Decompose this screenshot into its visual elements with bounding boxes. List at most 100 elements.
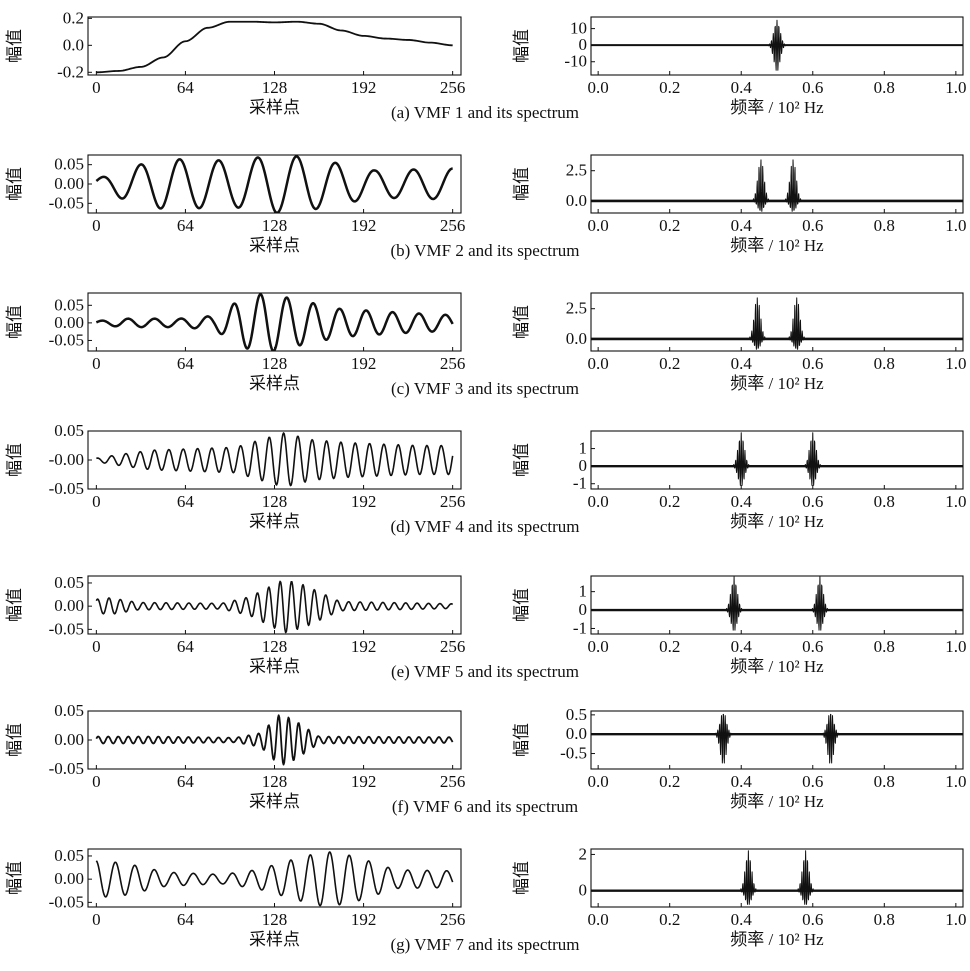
spectrum-series-line [597, 297, 957, 350]
time-panel-3: 0 64 128 192 256 0.05 -0.00 -0.05 采样点 幅值 [5, 421, 465, 531]
y-tick-label: 1 [579, 439, 588, 458]
axes-frame [590, 710, 964, 770]
x-tick-label: 0.2 [659, 492, 680, 511]
x-axis-label: 采样点 [249, 512, 300, 531]
x-axis-label: 频率 / 10² Hz [730, 512, 824, 531]
x-tick-label: 0.2 [659, 216, 680, 235]
y-tick-label: 2.5 [566, 161, 587, 180]
x-tick-label: 128 [262, 78, 288, 97]
y-tick-label: -0.05 [49, 330, 84, 349]
y-tick-label: 0.05 [54, 295, 84, 314]
x-tick-label: 256 [440, 637, 466, 656]
x-tick-label: 0 [92, 78, 101, 97]
x-tick-label: 256 [440, 772, 466, 791]
x-tick-label: 0.6 [802, 772, 823, 791]
x-tick-label: 64 [177, 637, 195, 656]
x-axis-label: 频率 / 10² Hz [730, 930, 824, 949]
y-tick-label: 10 [570, 19, 587, 38]
x-axis-label: 频率 / 10² Hz [730, 236, 824, 255]
x-tick-label: 1.0 [945, 354, 966, 373]
y-tick-label: 0 [579, 600, 588, 619]
y-tick-label: -0.05 [49, 619, 84, 638]
y-tick-label: 0.05 [54, 421, 84, 440]
time-series-line [96, 432, 454, 487]
y-tick-label: 0.0 [566, 329, 587, 348]
y-tick-label: -10 [564, 52, 587, 71]
y-tick-label: 0.00 [54, 730, 84, 749]
time-series-line [95, 580, 454, 634]
x-tick-label: 1.0 [945, 910, 966, 929]
x-tick-label: 0.6 [802, 216, 823, 235]
axes-frame [590, 292, 964, 352]
x-tick-label: 64 [177, 78, 195, 97]
spectrum-panel-6: 0.0 0.2 0.4 0.6 0.8 1.0 2 0 频率 / 10² Hz 幅值 [512, 844, 966, 949]
x-tick-label: 0.4 [731, 78, 753, 97]
x-tick-label: 0.4 [731, 637, 753, 656]
x-tick-label: 0.2 [659, 910, 680, 929]
x-tick-label: 0.8 [874, 910, 895, 929]
x-tick-label: 0.6 [802, 354, 823, 373]
spectrum-series-line [597, 159, 957, 212]
x-tick-label: 128 [262, 637, 288, 656]
y-axis-label: 幅值 [5, 861, 25, 895]
y-tick-label: -0.5 [560, 744, 587, 763]
x-axis-label: 采样点 [249, 236, 300, 255]
spectrum-series-line [597, 432, 957, 486]
subfigure-caption: (b) VMF 2 and its spectrum [390, 241, 579, 260]
y-tick-label: 0 [579, 456, 588, 475]
y-tick-label: 0.00 [54, 313, 84, 332]
x-tick-label: 0.2 [659, 78, 680, 97]
y-axis-label: 幅值 [512, 723, 532, 757]
time-panel-2: 0 64 128 192 256 0.050.00-0.05 采样点 幅值 [5, 292, 465, 393]
x-tick-label: 128 [262, 216, 288, 235]
x-tick-label: 0.0 [588, 772, 609, 791]
time-panel-4: 0 64 128 192 256 0.05 0.00 -0.05 采样点 幅值 [5, 573, 465, 676]
x-tick-label: 128 [262, 492, 288, 511]
y-tick-label: -0.00 [49, 450, 84, 469]
x-tick-label: 0.4 [731, 216, 753, 235]
y-axis-label: 幅值 [5, 305, 25, 339]
x-tick-label: 0 [92, 354, 101, 373]
spectrum-panel-4: 0.0 0.2 0.4 0.6 0.8 1.0 10-1 频率 / 10² Hz 幅值 [512, 575, 966, 676]
subfigure-caption: (e) VMF 5 and its spectrum [391, 662, 579, 681]
x-tick-label: 0.2 [659, 637, 680, 656]
x-tick-label: 64 [177, 354, 195, 373]
x-tick-label: 0.6 [802, 637, 823, 656]
y-tick-label: -0.2 [57, 62, 84, 81]
x-tick-label: 0.0 [588, 492, 609, 511]
x-tick-label: 0.4 [731, 354, 753, 373]
y-tick-label: -0.05 [49, 479, 84, 498]
x-axis-label: 采样点 [249, 930, 300, 949]
y-axis-label: 幅值 [5, 443, 25, 477]
y-axis-label: 幅值 [5, 167, 25, 201]
y-tick-label: 0.05 [54, 573, 84, 592]
x-tick-label: 0.2 [659, 354, 680, 373]
axes-frame [590, 575, 964, 635]
subfigure-caption: (d) VMF 4 and its spectrum [390, 517, 579, 536]
subfigure-caption: (g) VMF 7 and its spectrum [390, 935, 579, 954]
axes-frame [590, 430, 964, 490]
x-tick-label: 0.4 [731, 492, 753, 511]
spectrum-series-line [597, 850, 957, 905]
axes-frame [590, 16, 964, 76]
y-tick-label: 0.0 [63, 35, 84, 54]
y-tick-label: -0.05 [49, 759, 84, 778]
x-tick-label: 128 [262, 772, 288, 791]
subfigure-caption: (c) VMF 3 and its spectrum [391, 379, 579, 398]
x-tick-label: 256 [440, 78, 466, 97]
time-series-line [95, 293, 454, 351]
spectrum-panel-1: 0.0 0.2 0.4 0.6 0.8 1.0 2.5 0.0 频率 / 10² Hz 幅值 [512, 154, 966, 255]
x-tick-label: 0.8 [874, 637, 895, 656]
x-tick-label: 128 [262, 354, 288, 373]
x-tick-label: 0.8 [874, 772, 895, 791]
y-tick-label: 2.5 [566, 299, 587, 318]
y-axis-label: 幅值 [512, 861, 532, 895]
x-tick-label: 192 [351, 637, 377, 656]
time-panel-1: 0 64 128 192 256 0.050.00-0.05 采样点 幅值 [5, 154, 465, 255]
y-tick-label: 1 [579, 582, 588, 601]
y-axis-label: 幅值 [512, 29, 532, 63]
y-tick-label: -1 [573, 474, 587, 493]
y-axis-label: 幅值 [5, 588, 25, 622]
x-tick-label: 64 [177, 910, 195, 929]
